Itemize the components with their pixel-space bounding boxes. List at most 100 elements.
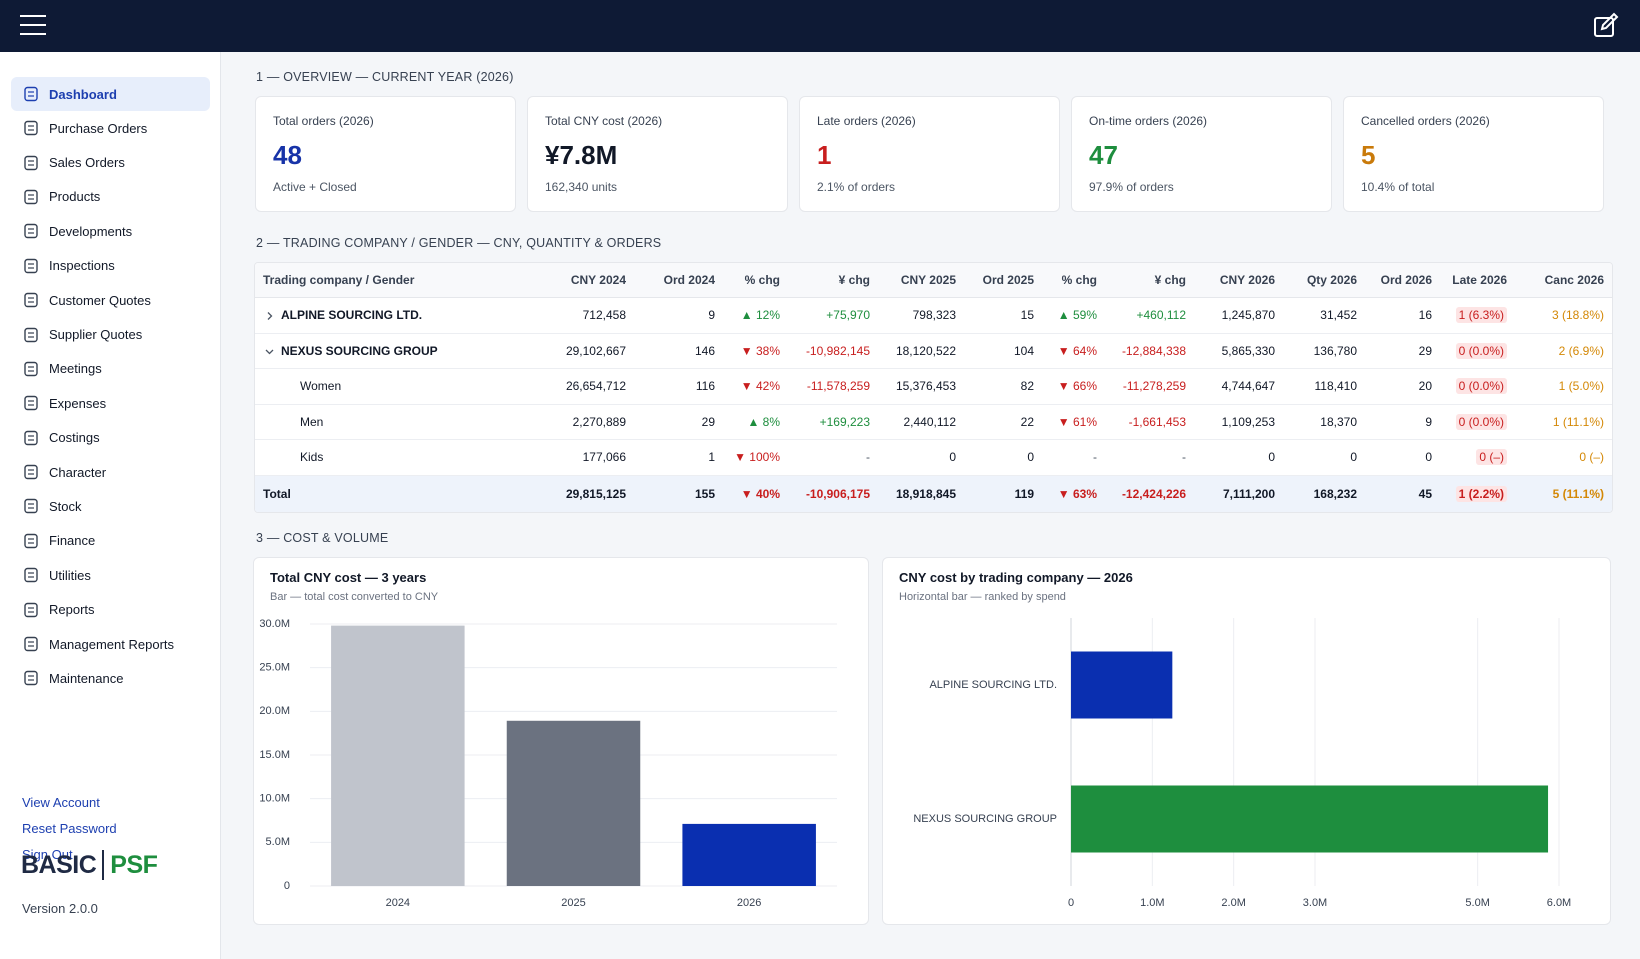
- chart-title: Total CNY cost — 3 years: [270, 570, 426, 585]
- column-header: % chg: [723, 263, 788, 298]
- table: Trading company / Gender CNY 2024 Ord 2024…: [255, 263, 1612, 512]
- nav-item[interactable]: Finance: [11, 524, 210, 558]
- column-header: CNY 2024: [545, 263, 634, 298]
- late-badge: 0 (0.0%): [1455, 342, 1507, 359]
- nav-item[interactable]: Supplier Quotes: [11, 317, 210, 351]
- nav-item[interactable]: Reports: [11, 592, 210, 626]
- cell-text: 1,109,253: [1221, 414, 1275, 429]
- nav-item[interactable]: Sales Orders: [11, 145, 210, 179]
- nav-item[interactable]: Purchase Orders: [11, 111, 210, 145]
- chart: CNY cost by trading company — 2026 Horizo…: [899, 570, 1571, 909]
- table-cell: 15: [964, 297, 1042, 334]
- nav-icon: [24, 671, 38, 686]
- cell-text: ▼ 64%: [1057, 343, 1097, 358]
- late-badge: 0 (0.0%): [1455, 413, 1507, 430]
- cell-text: 177,066: [582, 450, 626, 465]
- nav-icon: [24, 327, 38, 342]
- nav-item[interactable]: Expenses: [11, 386, 210, 420]
- chart-card: CNY cost by trading company — 2026 Horizo…: [882, 557, 1611, 925]
- cell-text: -11,278,259: [1122, 379, 1186, 394]
- table-cell: 3 (18.8%): [1515, 297, 1612, 334]
- edit-button[interactable]: [1592, 12, 1620, 40]
- kpi-value: 47: [1089, 140, 1118, 170]
- kpi-card: Total CNY cost (2026) ¥7.8M 162,340 units: [527, 96, 788, 212]
- icon-shape: [24, 361, 38, 377]
- cell-text: 1 (11.1%): [1552, 414, 1604, 429]
- table-cell: 29: [1365, 333, 1440, 369]
- cell-text: 798,323: [912, 308, 956, 323]
- header-row: Trading company / Gender CNY 2024 Ord 2024…: [255, 263, 1612, 298]
- cell-text: 0: [1268, 450, 1275, 465]
- table-cell: ▼ 42%: [723, 368, 788, 405]
- nav-label: Costings: [49, 430, 100, 446]
- nav-item[interactable]: Products: [11, 180, 210, 214]
- nav-item[interactable]: Maintenance: [11, 661, 210, 695]
- cell-text: ▼ 63%: [1057, 486, 1097, 501]
- kpi-note: Active + Closed: [273, 180, 357, 194]
- nav-label: Expenses: [49, 395, 107, 411]
- late-badge: 0 (0.0%): [1455, 378, 1507, 395]
- table-cell: -1,661,453: [1105, 404, 1194, 440]
- cell-text: 168,232: [1313, 486, 1357, 501]
- cell-text: 1,245,870: [1221, 308, 1275, 323]
- cell-text: ▼ 66%: [1057, 379, 1097, 394]
- section-title: 1 — OVERVIEW — CURRENT YEAR (2026): [256, 70, 514, 84]
- account-link[interactable]: View Account: [22, 795, 100, 810]
- chart-card: Total CNY cost — 3 years Bar — total cost…: [253, 557, 869, 925]
- x-tick-label: 5.0M: [1465, 897, 1489, 909]
- column-header: Trading company / Gender: [255, 263, 545, 298]
- nav-label: Dashboard: [49, 86, 117, 102]
- cell-text: ▼ 61%: [1057, 414, 1097, 429]
- collapse-toggle[interactable]: [263, 346, 281, 358]
- table-cell: 4,744,647: [1194, 368, 1283, 405]
- icon-shape: [24, 636, 38, 652]
- table-cell: -10,906,175: [788, 475, 878, 512]
- nav-item[interactable]: Management Reports: [11, 627, 210, 661]
- x-tick-label: 2024: [386, 897, 410, 909]
- column-header: % chg: [1042, 263, 1105, 298]
- nav-item[interactable]: Character: [11, 455, 210, 489]
- column-header: Ord 2025: [964, 263, 1042, 298]
- account-link[interactable]: Reset Password: [22, 821, 117, 836]
- sidebar: Dashboard Purchase Orders Sales Orders Prod…: [0, 52, 221, 959]
- x-tick-label: 2.0M: [1221, 897, 1245, 909]
- column-header: CNY 2025: [878, 263, 964, 298]
- nav-item[interactable]: Utilities: [11, 558, 210, 592]
- cell-text: +169,223: [819, 414, 870, 429]
- cell-text: 712,458: [582, 308, 626, 323]
- late-badge: 1 (6.3%): [1455, 307, 1507, 324]
- nav-item[interactable]: Dashboard: [11, 77, 210, 111]
- nav-item[interactable]: Stock: [11, 489, 210, 523]
- menu-button[interactable]: [18, 12, 48, 38]
- nav-item[interactable]: Meetings: [11, 352, 210, 386]
- nav-label: Products: [49, 189, 101, 205]
- nav-label: Maintenance: [49, 670, 124, 686]
- cell-text: 1 (5.0%): [1558, 379, 1604, 394]
- nav-icon: [24, 224, 38, 239]
- nav-item[interactable]: Customer Quotes: [11, 283, 210, 317]
- cell-text: ▼ 38%: [740, 343, 780, 358]
- cell-text: 116: [695, 379, 715, 394]
- account-link[interactable]: Sign Out: [22, 847, 73, 862]
- cell-text: 136,780: [1313, 343, 1357, 358]
- child-row: Men 2,270,889 29 ▲ 8% +169,223 2,440,112 22 ▼ 6…: [255, 404, 1612, 440]
- nav-icon: [24, 361, 38, 377]
- expand-toggle[interactable]: [263, 310, 281, 322]
- cell-text: -12,424,226: [1121, 486, 1186, 501]
- table-cell: -: [1105, 439, 1194, 476]
- cell-text: ▼ 100%: [734, 450, 780, 465]
- brand: BASIC PSF: [21, 850, 158, 880]
- y-tick-label: NEXUS SOURCING GROUP: [913, 813, 1057, 825]
- icon-shape: [24, 86, 38, 102]
- table-cell: 0: [1194, 439, 1283, 476]
- icon-shape: [24, 671, 38, 686]
- table-cell: -12,884,338: [1105, 333, 1194, 369]
- bar: [1071, 785, 1549, 853]
- table-cell: ▲ 8%: [723, 404, 788, 440]
- x-tick-label: 3.0M: [1303, 897, 1327, 909]
- nav-item[interactable]: Inspections: [11, 249, 210, 283]
- nav-item[interactable]: Developments: [11, 214, 210, 248]
- table-cell: 5 (11.1%): [1515, 475, 1612, 512]
- nav-item[interactable]: Costings: [11, 421, 210, 455]
- icon-shape: [24, 464, 38, 480]
